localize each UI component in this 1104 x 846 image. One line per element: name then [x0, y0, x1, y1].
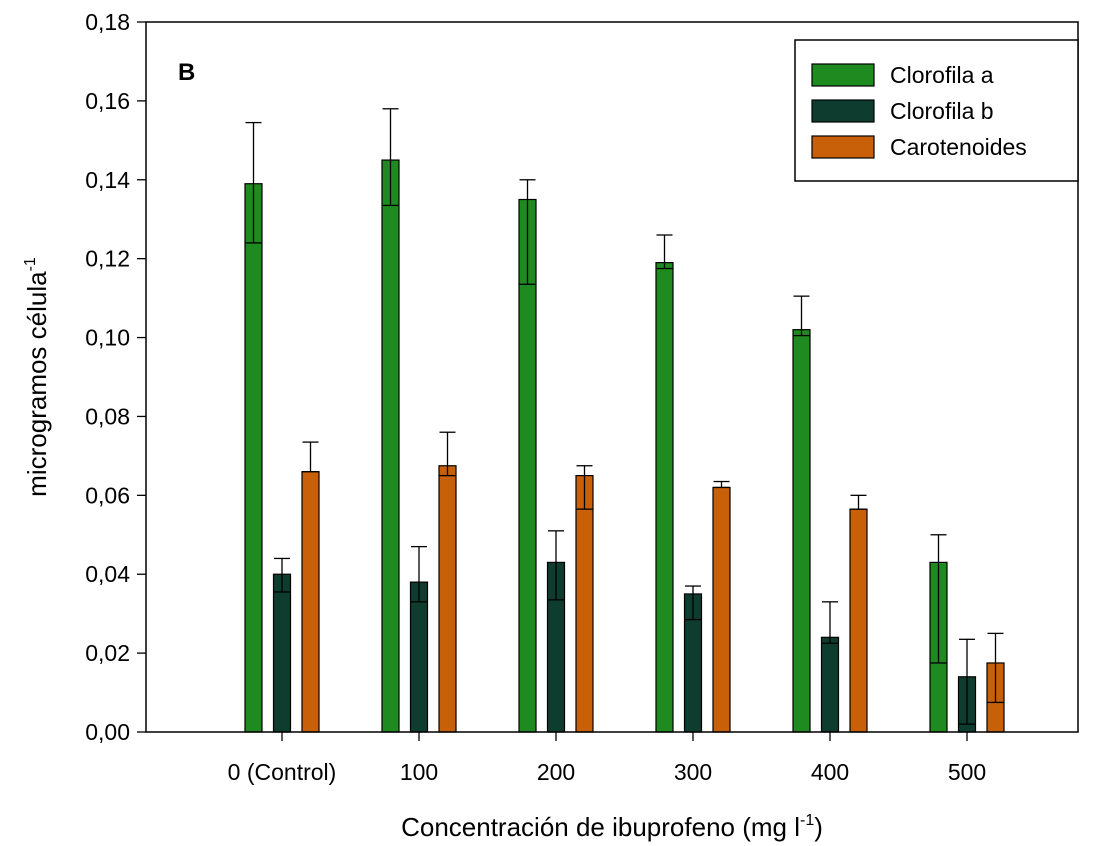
bars-layer [244, 159, 1005, 733]
error-bar-carotenoides-1 [439, 431, 456, 477]
error-bar-clorofila-a-0 [245, 121, 262, 244]
bar-carotenoides-3 [712, 486, 731, 733]
bar-clorofila-b-1 [409, 581, 429, 733]
x-axis: 0 (Control) 100 200 300 400 500 [228, 732, 986, 785]
panel-label: B [178, 59, 195, 86]
error-bar-clorofila-b-1 [411, 545, 427, 603]
y-tick-label: 0,10 [85, 325, 130, 351]
legend-label-clorofila-a: Clorofila a [890, 62, 994, 88]
bar-clorofila-b-4 [820, 636, 840, 733]
y-axis-title: microgramos célula-1 [22, 257, 52, 497]
bar-clorofila-a-1 [381, 159, 400, 733]
y-tick-label: 0,16 [85, 88, 130, 114]
error-bar-clorofila-a-1 [382, 108, 399, 207]
y-axis-title-superscript: -1 [22, 257, 39, 271]
y-axis-title-main: microgramos célula [22, 271, 52, 497]
x-tick-label: 400 [811, 759, 849, 785]
x-tick-label: 500 [948, 759, 986, 785]
y-tick-label: 0,06 [85, 482, 130, 508]
y-tick-label: 0,02 [85, 640, 130, 666]
error-bar-carotenoides-4 [850, 494, 867, 510]
legend-label-carotenoides: Carotenoides [890, 134, 1027, 160]
error-bar-clorofila-a-5 [930, 534, 947, 664]
bar-clorofila-a-0 [244, 183, 263, 733]
legend-swatch-clorofila-b [811, 99, 875, 123]
error-bar-carotenoides-2 [576, 465, 593, 510]
error-bar-clorofila-a-3 [656, 234, 673, 270]
error-bar-clorofila-b-3 [685, 585, 701, 621]
error-bar-clorofila-a-2 [519, 179, 536, 285]
x-tick-label: 100 [400, 759, 438, 785]
bar-carotenoides-4 [849, 508, 868, 733]
x-tick-label: 200 [537, 759, 575, 785]
y-tick-label: 0,14 [85, 167, 130, 193]
legend-items: Clorofila a Clorofila b Carotenoides [811, 62, 1027, 160]
y-tick-label: 0,18 [85, 9, 130, 35]
bar-clorofila-a-4 [792, 329, 811, 733]
bar-carotenoides-2 [575, 475, 594, 733]
error-bars-layer [245, 108, 1004, 725]
error-bar-carotenoides-0 [302, 441, 319, 473]
x-axis-title: Concentración de ibuprofeno (mg l-1) [401, 812, 823, 842]
x-tick-label: 300 [674, 759, 712, 785]
error-bar-clorofila-a-4 [793, 295, 810, 337]
y-tick-label: 0,04 [85, 561, 130, 587]
error-bar-carotenoides-3 [713, 480, 730, 489]
x-axis-title-superscript: -1 [800, 812, 814, 829]
error-bar-clorofila-b-4 [822, 601, 838, 644]
error-bar-carotenoides-5 [987, 632, 1004, 704]
y-axis: 0,00 0,02 0,04 0,06 0,08 0,10 0,12 0,14 0,16 0,18 [85, 9, 146, 745]
x-axis-title-main: Concentración de ibuprofeno (mg l [401, 812, 800, 842]
error-bar-clorofila-b-5 [959, 638, 975, 725]
bar-carotenoides-0 [301, 471, 320, 733]
legend-swatch-clorofila-a [811, 63, 875, 87]
error-bar-clorofila-b-2 [548, 530, 564, 601]
y-tick-label: 0,12 [85, 246, 130, 272]
legend-swatch-carotenoides [811, 135, 875, 159]
x-axis-title-close: ) [814, 812, 823, 842]
x-tick-label: 0 (Control) [228, 759, 337, 785]
bar-clorofila-a-3 [655, 262, 674, 733]
y-tick-label: 0,00 [85, 719, 130, 745]
legend-label-clorofila-b: Clorofila b [890, 98, 994, 124]
bar-carotenoides-1 [438, 465, 457, 733]
error-bar-clorofila-b-0 [274, 557, 290, 593]
plot-area-frame [145, 21, 1079, 733]
y-tick-label: 0,08 [85, 403, 130, 429]
legend: Clorofila a Clorofila b Carotenoides [794, 39, 1079, 182]
bar-clorofila-b-0 [272, 573, 292, 733]
